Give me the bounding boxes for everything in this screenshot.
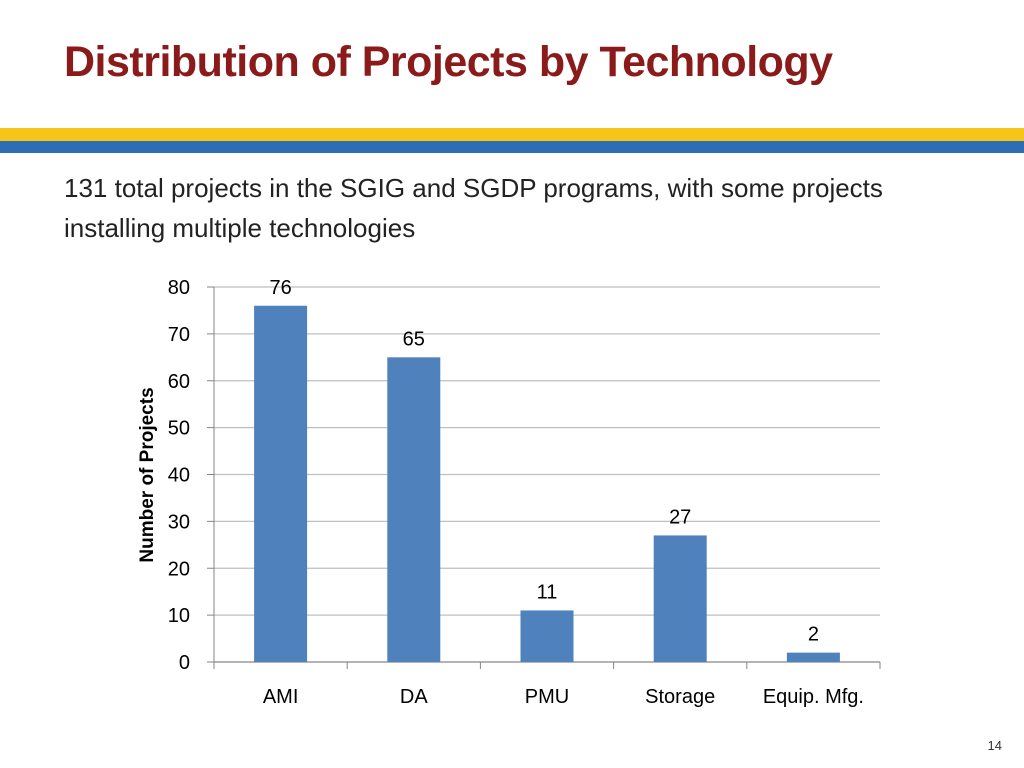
bar-storage	[653, 535, 707, 662]
y-tick-label: 50	[168, 418, 190, 440]
y-tick-label: 0	[179, 652, 190, 674]
y-tick-label: 60	[168, 371, 190, 393]
y-tick-label: 70	[168, 324, 190, 346]
page-number: 14	[987, 738, 1002, 753]
y-tick-label: 10	[168, 605, 190, 627]
data-label: 65	[403, 328, 425, 350]
data-label: 11	[537, 581, 558, 603]
y-axis-title: Number of Projects	[137, 387, 158, 562]
slide-subtitle: 131 total projects in the SGIG and SGDP …	[64, 173, 883, 243]
x-tick-label: Equip. Mfg.	[763, 686, 864, 708]
x-tick-label: PMU	[525, 686, 569, 708]
gridlines	[214, 286, 880, 616]
header-band-blue	[0, 141, 1024, 153]
bar-ami	[254, 305, 308, 662]
data-label: 27	[669, 506, 691, 528]
bar-pmu	[520, 610, 574, 662]
bars	[254, 305, 840, 662]
y-tick-label: 40	[168, 465, 190, 487]
data-label: 2	[808, 624, 819, 646]
x-tick-label: DA	[400, 686, 428, 708]
header-band-yellow	[0, 128, 1024, 141]
x-tick-label: AMI	[263, 686, 299, 708]
y-tick-label: 30	[168, 511, 190, 533]
slide-title: Distribution of Projects by Technology	[64, 38, 833, 86]
data-labels: 76 65 11 27 2	[269, 277, 818, 646]
bar-da	[387, 357, 441, 662]
axes: 0 10 20 30 40 50 60 70 80 AMI DA PMU Storage Equip. M…	[168, 277, 881, 708]
x-tick-label: Storage	[645, 686, 715, 708]
data-label: 76	[269, 277, 291, 299]
y-tick-label: 20	[168, 558, 190, 580]
y-tick-label: 80	[168, 277, 190, 299]
bar-equip-mfg	[786, 652, 840, 662]
